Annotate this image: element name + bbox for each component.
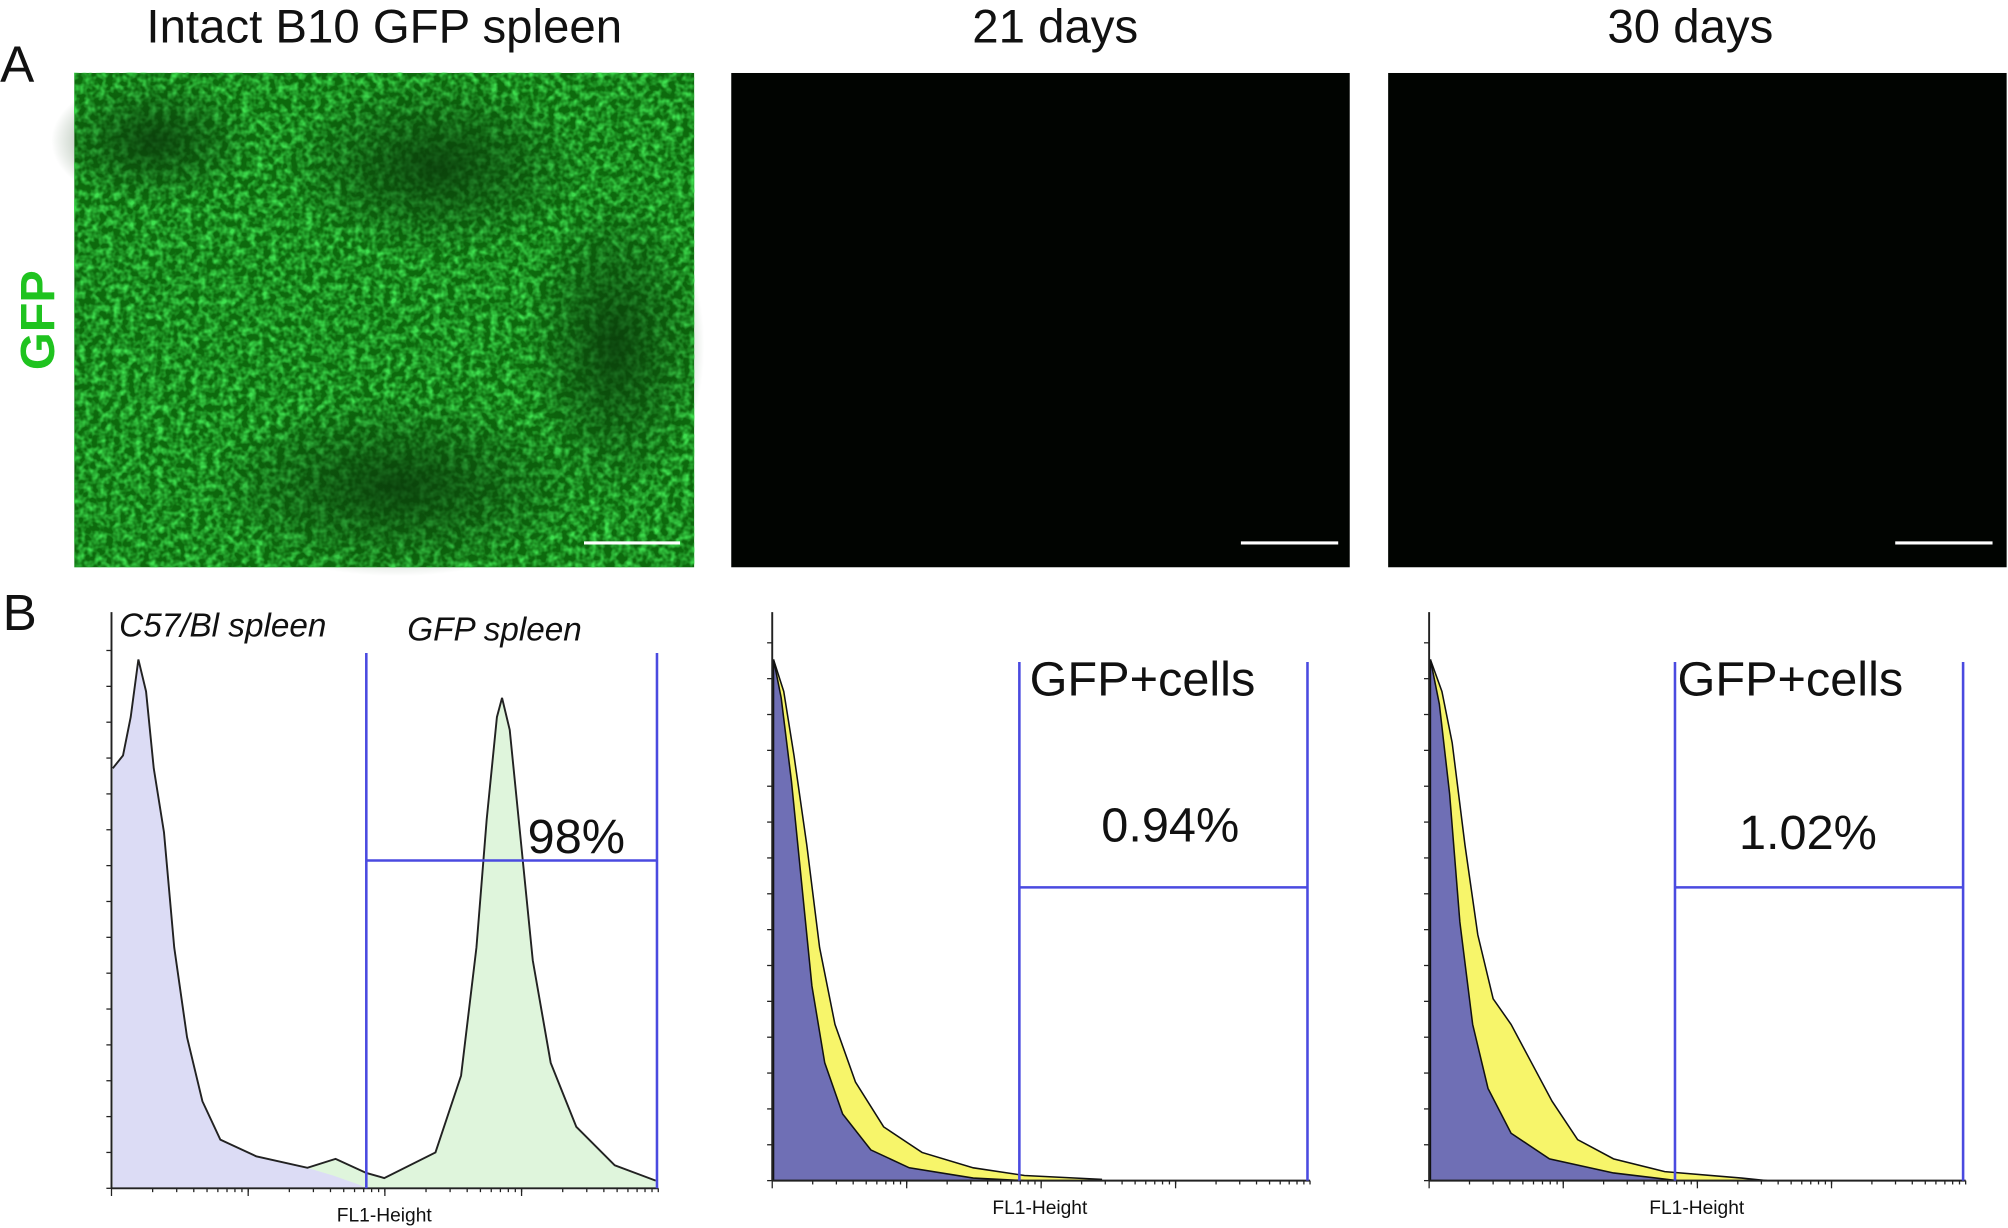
gate-label: GFP+cells (1678, 652, 1904, 706)
gate-label: GFP+cells (1030, 652, 1256, 706)
micrograph (1388, 72, 2007, 568)
x-axis-label: FL1-Height (1649, 1198, 1745, 1219)
image-title: Intact B10 GFP spleen (146, 0, 622, 53)
panel-label: A (0, 36, 35, 93)
x-axis-label: FL1-Height (337, 1206, 433, 1227)
x-axis-label: FL1-Height (992, 1198, 1088, 1219)
legend-label: C57/Bl spleen (119, 607, 326, 644)
micrograph (51, 72, 705, 577)
histogram (1428, 612, 1966, 1182)
panel-label: B (3, 584, 37, 641)
legend-label: GFP spleen (407, 611, 582, 648)
gate-value: 0.94% (1101, 798, 1239, 852)
gate-value: 98% (528, 810, 625, 864)
row-label: GFP (11, 270, 65, 370)
micrograph (731, 72, 1350, 568)
axis-ticks (106, 642, 1967, 1196)
image-title: 30 days (1607, 0, 1773, 53)
gate-value: 1.02% (1739, 806, 1877, 860)
histogram (110, 612, 659, 1190)
image-title: 21 days (972, 0, 1138, 53)
